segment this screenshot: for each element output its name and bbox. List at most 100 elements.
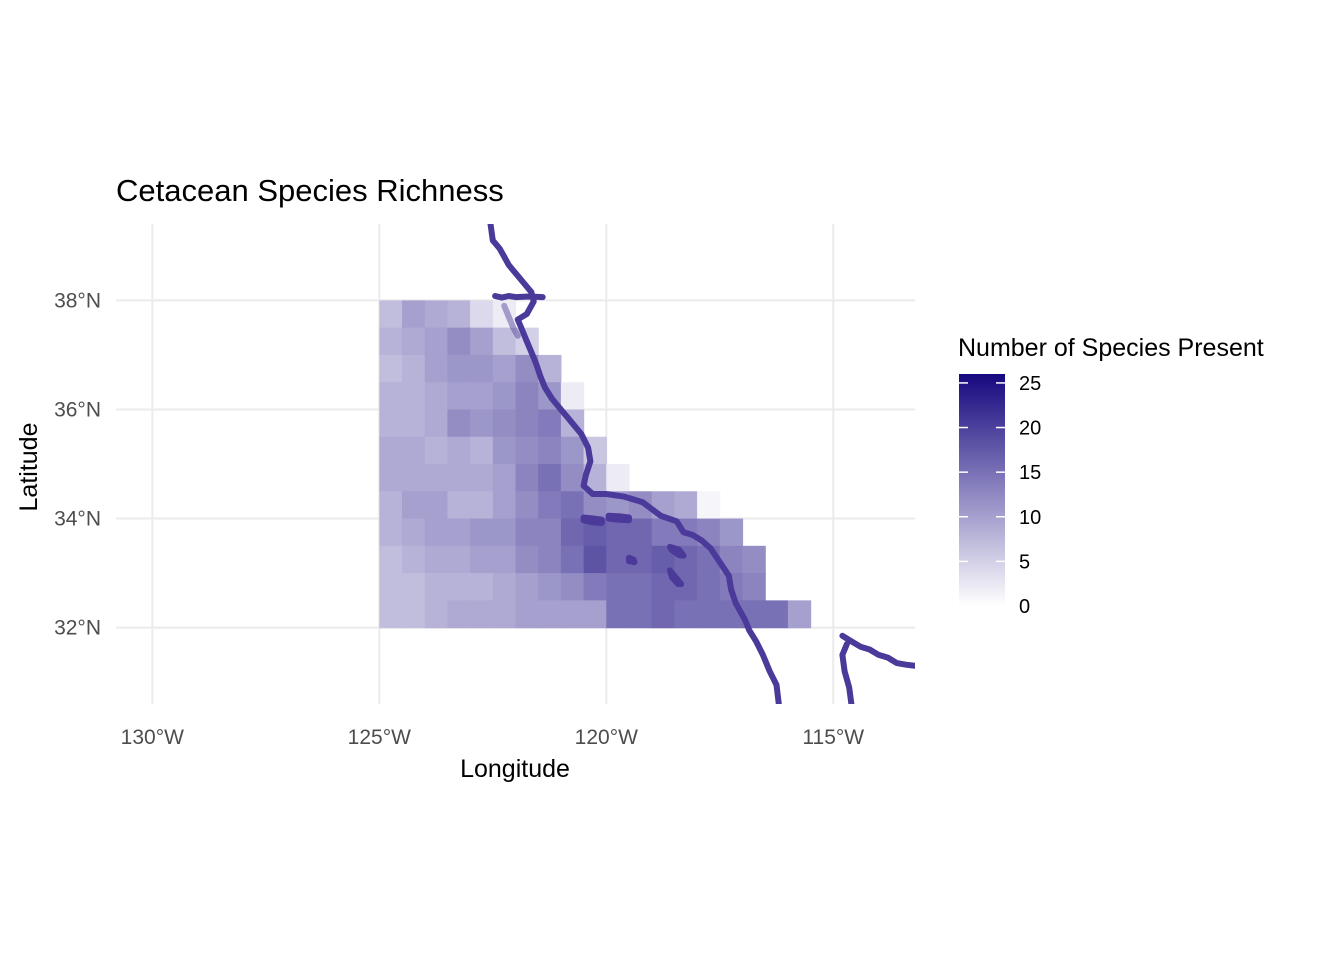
richness-cell <box>492 573 517 601</box>
gulf-coastline <box>839 632 915 669</box>
richness-cell <box>538 600 562 629</box>
island <box>626 554 638 566</box>
bay-outline <box>501 302 521 339</box>
richness-cell <box>379 382 403 411</box>
richness-cell <box>379 436 403 465</box>
coastline-layer <box>487 224 915 704</box>
richness-cell <box>424 436 449 465</box>
y-tick-label: 32°N <box>54 617 101 640</box>
richness-cell <box>424 518 449 547</box>
richness-cell <box>379 573 403 601</box>
legend-colorbar <box>959 374 1005 606</box>
richness-cell <box>515 545 539 574</box>
richness-cell <box>424 327 449 356</box>
richness-cell <box>447 354 471 383</box>
legend-label: 20 <box>1019 418 1041 440</box>
richness-cell <box>515 573 539 601</box>
y-tick-label: 34°N <box>54 508 101 531</box>
richness-cell <box>492 300 517 329</box>
richness-cell <box>424 354 449 383</box>
richness-cell <box>424 600 449 629</box>
richness-cell <box>538 545 562 574</box>
richness-cell <box>538 436 562 465</box>
richness-cell <box>538 354 562 383</box>
richness-cell <box>424 382 449 411</box>
richness-cell <box>470 491 494 520</box>
richness-cell <box>492 491 517 520</box>
x-axis-title: Longitude <box>460 755 570 783</box>
richness-cell <box>402 354 426 383</box>
richness-cell <box>651 600 675 629</box>
y-tick-label: 36°N <box>54 398 101 421</box>
legend: Number of Species Present 25 20 15 10 5 0 <box>958 334 1264 618</box>
richness-cell <box>719 518 744 547</box>
richness-cell <box>651 518 675 547</box>
richness-cell <box>560 518 585 547</box>
island <box>580 514 605 526</box>
richness-cell <box>606 518 630 547</box>
richness-cell <box>447 327 471 356</box>
richness-cell <box>402 545 426 574</box>
gulf-coastline-inner <box>839 641 855 704</box>
x-axis-ticks: 130°W 125°W 120°W 115°W <box>121 726 865 749</box>
richness-cell <box>787 600 812 629</box>
coastline-segment <box>492 293 546 301</box>
richness-cell <box>742 573 766 601</box>
richness-cell <box>402 409 426 438</box>
legend-label: 15 <box>1019 462 1041 484</box>
richness-cell <box>515 436 539 465</box>
richness-cell <box>515 464 539 492</box>
richness-cell <box>470 518 494 547</box>
richness-cell <box>560 436 585 465</box>
richness-cell <box>492 327 517 356</box>
richness-cell <box>424 573 449 601</box>
richness-cell <box>492 382 517 411</box>
richness-cell <box>560 382 585 411</box>
richness-cell <box>492 409 517 438</box>
richness-cell <box>470 545 494 574</box>
legend-label: 10 <box>1019 507 1041 529</box>
richness-cell <box>492 600 517 629</box>
richness-cell <box>628 545 653 574</box>
richness-cell <box>697 491 721 520</box>
richness-cell <box>470 573 494 601</box>
richness-cell <box>447 409 471 438</box>
x-tick-label: 120°W <box>575 726 638 749</box>
richness-cell <box>402 327 426 356</box>
richness-cell <box>560 545 585 574</box>
richness-cell <box>447 545 471 574</box>
richness-cell <box>447 300 471 329</box>
richness-cell <box>492 354 517 383</box>
richness-cell <box>606 600 630 629</box>
richness-cell <box>606 464 630 492</box>
richness-cell <box>560 600 585 629</box>
richness-cell <box>447 518 471 547</box>
richness-cell <box>515 491 539 520</box>
richness-cell <box>628 600 653 629</box>
legend-title: Number of Species Present <box>958 334 1264 362</box>
richness-cell <box>447 382 471 411</box>
richness-cell <box>470 464 494 492</box>
x-tick-label: 130°W <box>121 726 184 749</box>
richness-cell <box>379 518 403 547</box>
richness-cell <box>424 464 449 492</box>
richness-cell <box>492 464 517 492</box>
richness-cell <box>697 600 721 629</box>
richness-cell <box>402 464 426 492</box>
richness-cell <box>538 573 562 601</box>
richness-cell <box>606 573 630 601</box>
richness-cell <box>402 518 426 547</box>
richness-cell <box>379 464 403 492</box>
island <box>666 567 685 587</box>
richness-cell <box>674 491 698 520</box>
richness-cell <box>402 382 426 411</box>
richness-cell <box>424 409 449 438</box>
richness-cell <box>379 545 403 574</box>
richness-cell <box>447 491 471 520</box>
richness-cell <box>583 545 607 574</box>
richness-cell <box>470 354 494 383</box>
y-tick-label: 38°N <box>54 289 101 312</box>
richness-cell <box>538 518 562 547</box>
richness-cell <box>447 573 471 601</box>
